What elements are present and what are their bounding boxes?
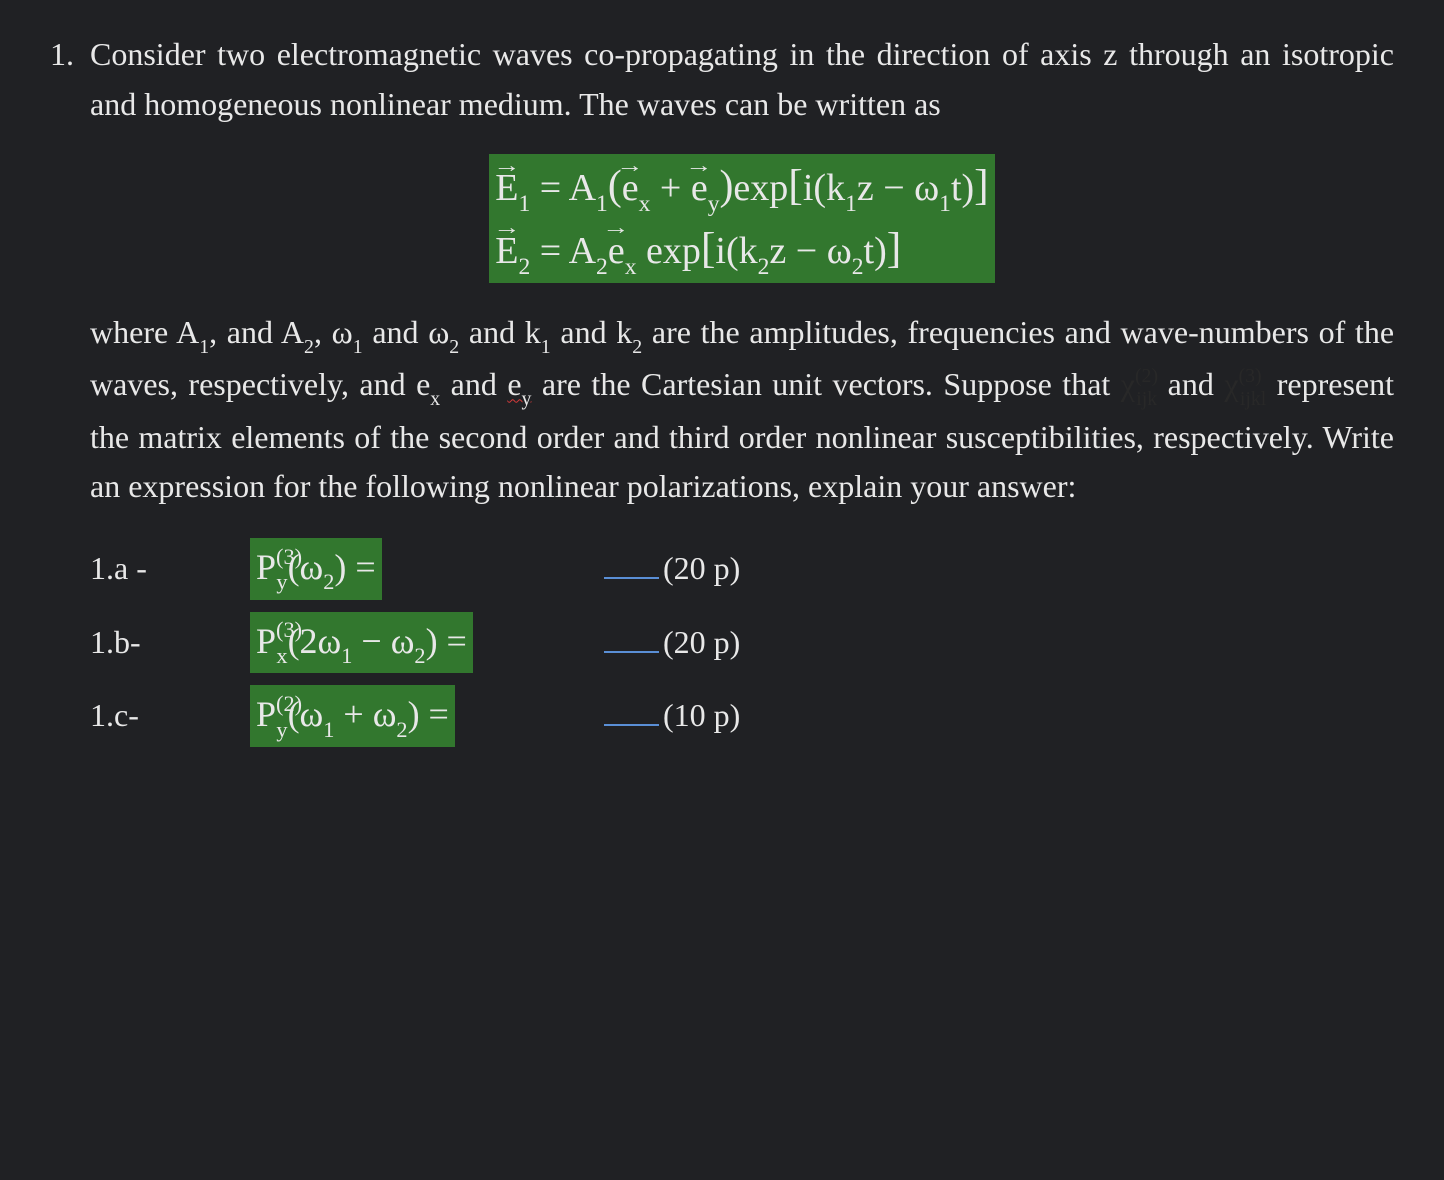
problem-container: 1. Consider two electromagnetic waves co… <box>50 30 1394 753</box>
intro-text: Consider two electromagnetic waves co-pr… <box>90 30 1394 129</box>
subpart-points: (20 p) <box>600 618 740 668</box>
subpart-points: (20 p) <box>600 544 740 594</box>
equation-highlight: E1 = A1(ex + ey)exp[i(k1z − ω1t)] E2 = A… <box>489 154 994 283</box>
subpart-label: 1.c- <box>90 691 250 741</box>
subpart-formula: P(3)x(2ω1 − ω2) = <box>250 612 473 674</box>
subpart-1a: 1.a - P(3)y(ω2) = (20 p) <box>90 532 1394 606</box>
chi2-symbol: χ(2)ijk <box>1121 360 1157 412</box>
subpart-formula: P(3)y(ω2) = <box>250 538 382 600</box>
equation-block: E1 = A1(ex + ey)exp[i(k1z − ω1t)] E2 = A… <box>90 149 1394 308</box>
blank-line <box>604 704 659 726</box>
problem-body: Consider two electromagnetic waves co-pr… <box>90 30 1394 753</box>
subpart-label: 1.a - <box>90 544 250 594</box>
subpart-points: (10 p) <box>600 691 740 741</box>
wavy-ey: ey <box>507 366 531 402</box>
subpart-formula: P(2)y(ω1 + ω2) = <box>250 685 455 747</box>
equation-2: E2 = A2ex exp[i(k2z − ω2t)] <box>495 219 988 282</box>
chi3-symbol: χ(3)ijkl <box>1224 360 1266 412</box>
subparts-list: 1.a - P(3)y(ω2) = (20 p) 1.b- P(3)x(2ω1 … <box>90 532 1394 753</box>
subpart-label: 1.b- <box>90 618 250 668</box>
explanation-text: where A1, and A2, ω1 and ω2 and k1 and k… <box>90 308 1394 511</box>
subpart-1c: 1.c- P(2)y(ω1 + ω2) = (10 p) <box>90 679 1394 753</box>
blank-line <box>604 557 659 579</box>
subpart-1b: 1.b- P(3)x(2ω1 − ω2) = (20 p) <box>90 606 1394 680</box>
problem-number: 1. <box>50 30 74 753</box>
blank-line <box>604 630 659 652</box>
equation-1: E1 = A1(ex + ey)exp[i(k1z − ω1t)] <box>495 156 988 219</box>
